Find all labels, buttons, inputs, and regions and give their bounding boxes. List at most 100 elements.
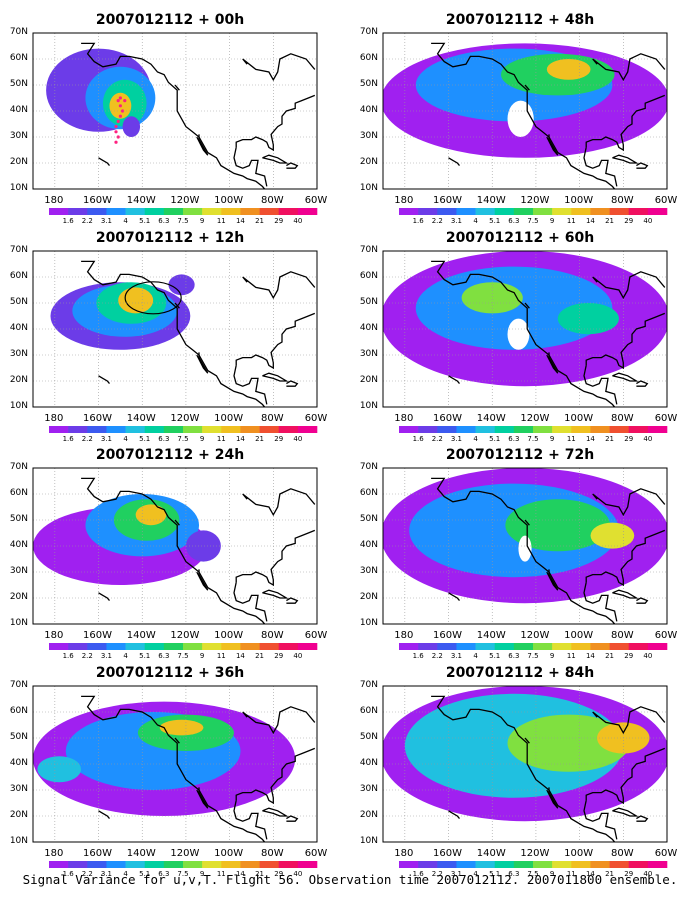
- forecast-map: [32, 32, 318, 190]
- colorbar-swatch: [125, 861, 146, 868]
- colorbar-swatch: [513, 861, 534, 868]
- latitude-label: 40N: [9, 758, 28, 768]
- longitude-label: 100W: [564, 848, 594, 859]
- colorbar: [49, 426, 318, 433]
- colorbar-swatch: [437, 861, 457, 868]
- colorbar-label: 2.2: [431, 217, 443, 225]
- coastline: [174, 84, 180, 91]
- colorbar-label: 1.6: [62, 652, 74, 660]
- latitude-label: 30N: [9, 131, 28, 141]
- observation-point: [116, 135, 120, 139]
- longitude-label: 60W: [304, 848, 328, 859]
- colorbar-label: 5.1: [489, 870, 501, 878]
- colorbar-label: 9: [549, 870, 555, 878]
- latitude-label: 20N: [9, 810, 28, 820]
- longitude-label: 180: [44, 195, 64, 206]
- longitude-label: 60W: [654, 195, 678, 206]
- observation-point: [116, 119, 120, 123]
- colorbar-label: 29: [274, 217, 284, 225]
- colorbar-swatch: [297, 426, 318, 433]
- colorbar-swatch: [437, 426, 457, 433]
- colorbar-label: 2.2: [81, 870, 93, 878]
- latitude-label: 50N: [359, 297, 378, 307]
- coastline: [636, 815, 649, 822]
- longitude-label: 100W: [214, 195, 244, 206]
- colorbar-swatch: [513, 426, 534, 433]
- colorbar-swatch: [647, 861, 668, 868]
- colorbar-label: 3.1: [100, 217, 112, 225]
- latitude-label: 70N: [9, 462, 28, 472]
- coastline: [592, 488, 666, 517]
- colorbar-label: 40: [643, 217, 653, 225]
- longitude-label: 160W: [433, 848, 463, 859]
- panel-title: 2007012112 + 00h: [95, 12, 245, 28]
- coastline: [636, 162, 649, 169]
- longitude-label: 60W: [304, 630, 328, 641]
- coastline: [636, 597, 649, 604]
- coastline: [448, 810, 460, 820]
- longitude-labels: 180 160W 140W 120W 100W 80W 60W: [32, 848, 327, 860]
- coastline: [81, 260, 266, 407]
- colorbar-swatch: [49, 643, 69, 650]
- colorbar-swatch: [49, 861, 69, 868]
- latitude-label: 60N: [9, 488, 28, 498]
- coastline: [262, 807, 289, 817]
- longitude-label: 160W: [83, 195, 113, 206]
- colorbar-swatch: [49, 208, 69, 215]
- colorbar-swatch: [571, 643, 591, 650]
- colorbar-swatch: [202, 426, 222, 433]
- colorbar-label: 3.1: [450, 435, 462, 443]
- coastline: [585, 529, 666, 587]
- colorbar-swatch: [68, 208, 88, 215]
- coastline: [262, 589, 289, 599]
- colorbar-swatch: [87, 643, 107, 650]
- colorbar-swatch: [183, 861, 203, 868]
- colorbar-swatch: [590, 426, 610, 433]
- colorbar-label: 40: [293, 435, 303, 443]
- coastline: [583, 147, 618, 187]
- latitude-label: 60N: [359, 53, 378, 63]
- colorbar-swatch: [106, 861, 126, 868]
- colorbar-label: 14: [235, 870, 245, 878]
- colorbar-swatch: [533, 861, 553, 868]
- longitude-label: 120W: [170, 848, 200, 859]
- longitude-label: 160W: [433, 630, 463, 641]
- colorbar-swatch: [68, 426, 88, 433]
- latitude-label: 50N: [359, 732, 378, 742]
- longitude-label: 80W: [610, 195, 634, 206]
- longitude-label: 100W: [214, 848, 244, 859]
- colorbar-label: 1.6: [62, 217, 74, 225]
- colorbar-swatch: [609, 208, 630, 215]
- colorbar-swatch: [552, 208, 572, 215]
- colorbar-swatch: [494, 426, 515, 433]
- forecast-map: [382, 685, 668, 843]
- longitude-labels: 180 160W 140W 120W 100W 80W 60W: [382, 413, 677, 425]
- longitude-label: 100W: [564, 413, 594, 424]
- colorbar-label: 1.6: [62, 435, 74, 443]
- variance-contour: [185, 530, 221, 562]
- colorbar-label: 11: [566, 217, 576, 225]
- latitude-labels: 70N 60N 50N 40N 30N 20N 10N: [0, 462, 32, 628]
- colorbar-swatch: [399, 861, 419, 868]
- latitude-label: 20N: [9, 375, 28, 385]
- longitude-label: 80W: [610, 630, 634, 641]
- colorbar-label: 7.5: [527, 870, 539, 878]
- longitude-label: 120W: [170, 630, 200, 641]
- colorbar-swatch: [221, 643, 241, 650]
- colorbar-label: 2.2: [81, 435, 93, 443]
- colorbar-swatch: [647, 426, 668, 433]
- longitude-labels: 180 160W 140W 120W 100W 80W 60W: [382, 848, 677, 860]
- colorbar-label: 2.2: [431, 652, 443, 660]
- variance-contour: [159, 719, 204, 736]
- colorbar-label: 9: [549, 217, 555, 225]
- latitude-label: 40N: [359, 105, 378, 115]
- colorbar-swatch: [628, 643, 649, 650]
- variance-contour: [135, 504, 167, 526]
- colorbar-label: 21: [605, 652, 615, 660]
- coastline: [546, 352, 559, 374]
- colorbar-swatch: [552, 426, 572, 433]
- colorbar-label: 9: [549, 652, 555, 660]
- latitude-labels: 70N 60N 50N 40N 30N 20N 10N: [0, 245, 32, 411]
- coastline: [448, 157, 460, 167]
- longitude-label: 80W: [610, 848, 634, 859]
